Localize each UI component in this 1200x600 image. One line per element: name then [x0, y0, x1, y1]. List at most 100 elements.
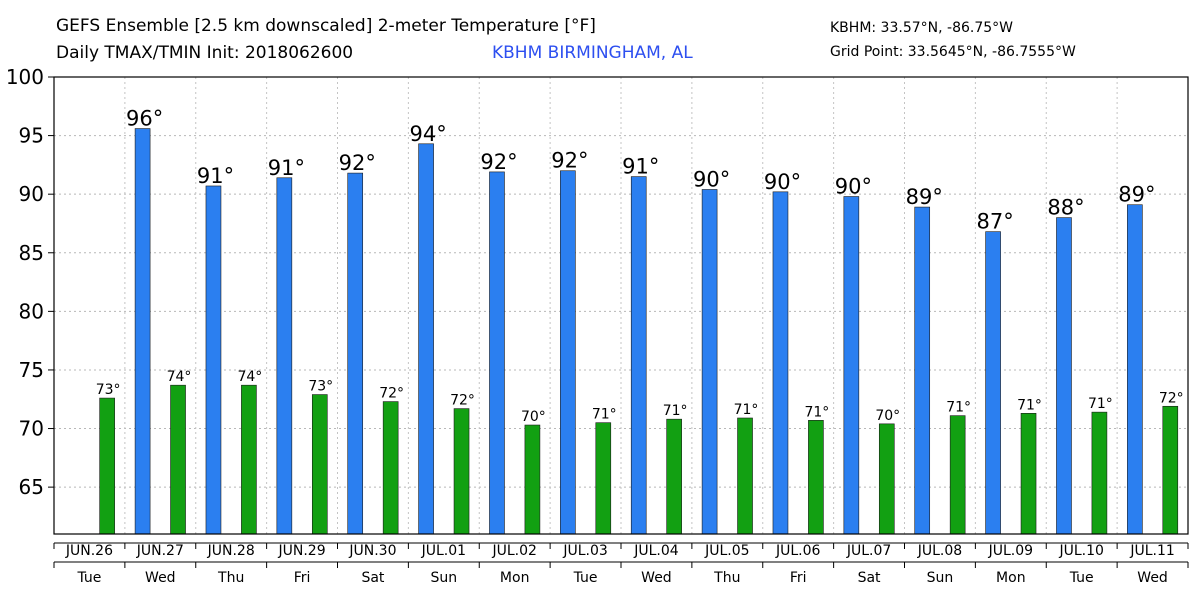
location-label: KBHM BIRMINGHAM, AL	[492, 43, 693, 63]
tmax-bar	[630, 176, 647, 535]
tmin-bar	[1091, 411, 1108, 535]
tmax-bar	[1127, 204, 1143, 535]
tmax-bar	[347, 172, 364, 535]
tmin-bar	[382, 401, 399, 535]
tmax-data-label: 90°	[764, 170, 801, 194]
tmin-bar	[1020, 413, 1037, 535]
tmin-data-label: 74°	[167, 369, 192, 385]
y-tick-label: 100	[6, 65, 44, 89]
tmin-data-label: 74°	[237, 369, 262, 385]
tmax-data-label: 91°	[268, 156, 305, 180]
grid-layer	[54, 77, 1188, 534]
tmin-bar	[737, 417, 753, 535]
weekday-label: Wed	[145, 570, 176, 586]
tmin-bar	[241, 384, 257, 535]
tmin-data-label: 71°	[1088, 396, 1113, 412]
plot-frame	[53, 76, 1189, 535]
tmin-bar	[878, 423, 895, 535]
tmin-bar	[1162, 405, 1179, 535]
tmax-data-label: 92°	[480, 150, 517, 174]
tmin-bar	[99, 397, 115, 535]
tmin-data-label: 71°	[734, 402, 759, 418]
date-label: JUL.11	[1129, 543, 1174, 559]
bar-labels: 73° 74° 74° 73° 72° 72° 70° 71° 71° 71° 71° 70° 71° 7…	[96, 107, 1184, 425]
tmin-data-label: 71°	[663, 403, 688, 419]
weekday-label: Wed	[641, 570, 672, 586]
tmax-data-label: 92°	[551, 149, 588, 173]
tmax-bar	[843, 196, 860, 535]
plot-border	[53, 76, 1189, 535]
tmin-data-label: 71°	[592, 407, 617, 423]
tmin-data-label: 71°	[1017, 397, 1042, 413]
tmin-data-label: 71°	[804, 404, 829, 420]
weekday-label: Mon	[500, 570, 530, 586]
chart-subtitle: Daily TMAX/TMIN Init: 2018062600	[56, 43, 354, 63]
tmax-bar	[701, 189, 718, 535]
x-axis: JUN.26 Tue JUN.27 Wed JUN.28 Thu JUN.29 Fri JUN.…	[53, 542, 1189, 586]
date-label: JUL.07	[846, 543, 891, 559]
y-tick-label: 90	[19, 182, 44, 206]
station-coordinates: KBHM: 33.57°N, -86.75°W	[830, 20, 1013, 36]
tmin-data-label: 72°	[379, 386, 404, 402]
y-tick-label: 95	[19, 124, 44, 148]
tmax-bar	[489, 171, 505, 535]
date-label: JUL.06	[775, 543, 821, 559]
weekday-label: Fri	[790, 570, 807, 586]
weekday-label: Tue	[1069, 570, 1094, 586]
date-label: JUN.30	[348, 543, 396, 559]
date-label: JUN.26	[65, 543, 113, 559]
tmax-data-label: 96°	[126, 107, 163, 131]
date-label: JUL.10	[1058, 543, 1103, 559]
weekday-label: Tue	[76, 570, 101, 586]
date-label: JUL.01	[421, 543, 466, 559]
weekday-label: Sat	[858, 570, 881, 586]
date-label: JUN.29	[278, 543, 326, 559]
date-label: JUL.08	[917, 543, 962, 559]
tmax-data-label: 91°	[622, 155, 659, 179]
tmin-bar	[311, 394, 328, 535]
tmax-bar	[1056, 217, 1072, 535]
tmin-data-label: 70°	[875, 408, 900, 424]
tmax-data-label: 89°	[1118, 183, 1155, 207]
y-axis: 65 70 75 80 85 90 95 100	[6, 65, 54, 499]
y-tick-label: 85	[19, 241, 44, 265]
date-label: JUL.02	[491, 543, 536, 559]
tmax-data-label: 90°	[835, 175, 872, 199]
tmin-bar	[170, 384, 186, 535]
weekday-label: Fri	[294, 570, 311, 586]
tmax-data-label: 89°	[906, 185, 943, 209]
tmin-bar	[524, 424, 541, 535]
tmax-bar	[560, 170, 576, 535]
date-label: JUL.09	[988, 543, 1033, 559]
tmin-data-label: 70°	[521, 409, 546, 425]
y-tick-label: 65	[19, 475, 44, 499]
grid-point-coordinates: Grid Point: 33.5645°N, -86.7555°W	[830, 44, 1076, 60]
tmax-data-label: 91°	[197, 164, 234, 188]
tmax-bar	[985, 231, 1001, 535]
tmax-bar	[772, 191, 789, 535]
weekday-label: Mon	[996, 570, 1026, 586]
tmax-bar	[418, 143, 434, 535]
tmin-data-label: 72°	[450, 393, 475, 409]
chart-title: GEFS Ensemble [2.5 km downscaled] 2-mete…	[56, 16, 596, 36]
y-tick-label: 80	[19, 299, 44, 323]
tmax-data-label: 88°	[1047, 196, 1084, 220]
tmax-bar	[205, 185, 222, 535]
date-label: JUL.04	[633, 543, 679, 559]
tmax-data-label: 87°	[976, 210, 1013, 234]
weekday-label: Thu	[217, 570, 244, 586]
tmax-data-label: 94°	[409, 122, 446, 146]
y-tick-label: 70	[19, 417, 44, 441]
tmin-bar	[808, 420, 824, 535]
tmin-data-label: 71°	[946, 400, 971, 416]
weekday-label: Tue	[573, 570, 598, 586]
tmax-bar	[134, 128, 151, 535]
bars-layer	[99, 128, 1179, 535]
y-tick-label: 75	[19, 358, 44, 382]
weekday-label: Sat	[361, 570, 384, 586]
tmin-bar	[949, 415, 966, 535]
tmin-bar	[595, 422, 612, 535]
tmin-bar	[666, 418, 682, 535]
tmin-bar	[453, 408, 470, 535]
